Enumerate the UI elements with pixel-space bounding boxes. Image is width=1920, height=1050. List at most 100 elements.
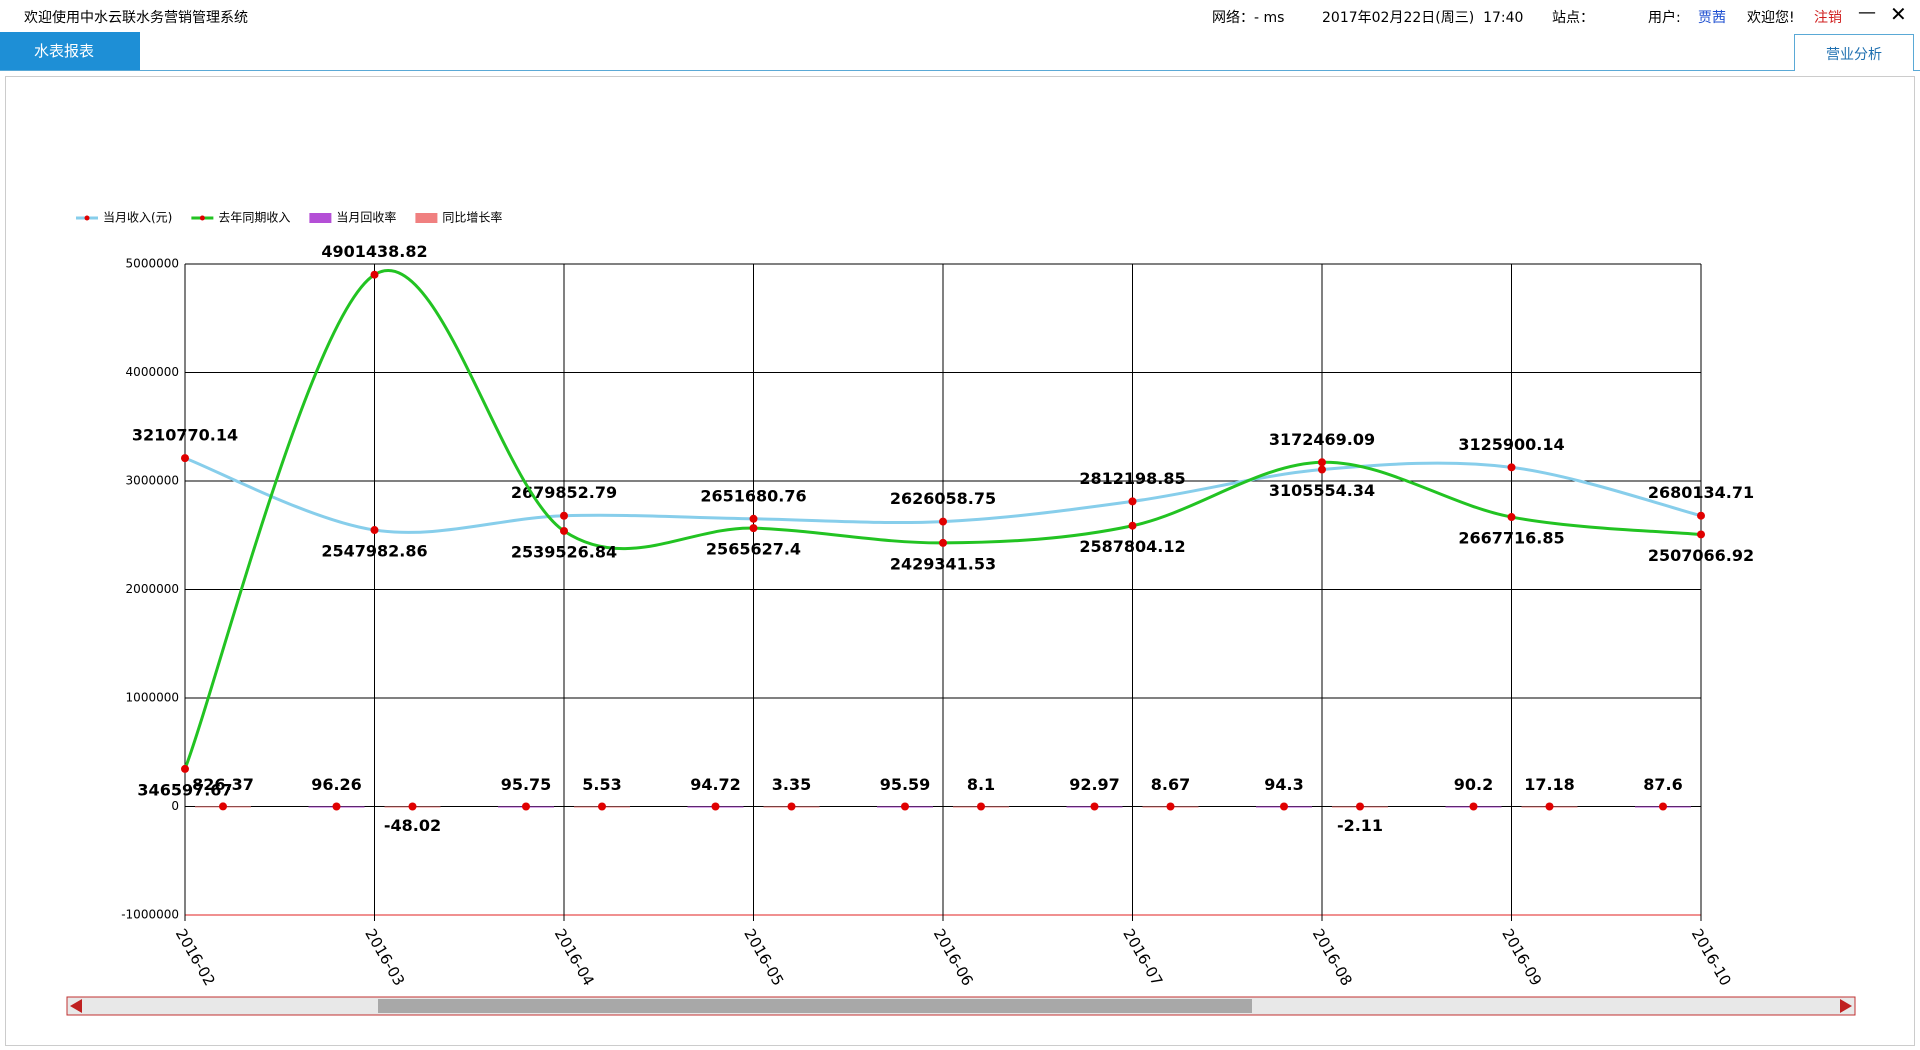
data-label: 2679852.79 <box>511 483 617 502</box>
data-point <box>1280 802 1288 811</box>
data-point <box>977 802 985 811</box>
data-point <box>1166 802 1175 811</box>
data-point <box>711 802 720 811</box>
y-tick-label: 2000000 <box>126 582 179 596</box>
data-label: 17.18 <box>1524 775 1575 794</box>
y-tick-label: 5000000 <box>126 257 179 271</box>
data-point <box>1318 465 1326 474</box>
data-label: -48.02 <box>384 816 441 835</box>
y-tick-label: 3000000 <box>126 474 179 488</box>
right-tab[interactable]: 营业分析 <box>1794 34 1914 71</box>
x-tick-label: 2016-09 <box>1498 926 1545 989</box>
x-tick-label: 2016-07 <box>1119 926 1166 989</box>
logout[interactable]: 注销 <box>1814 10 1842 26</box>
site: 站点： <box>1552 10 1594 26</box>
data-label: 2507066.92 <box>1648 546 1754 565</box>
y-tick-label: 4000000 <box>126 365 179 379</box>
scroll-right[interactable] <box>1840 999 1852 1013</box>
welcome: 欢迎您! <box>1747 10 1795 26</box>
data-point <box>181 764 189 773</box>
x-tick-label: 2016-10 <box>1688 926 1735 989</box>
x-tick-label: 2016-08 <box>1309 926 1356 989</box>
tab[interactable]: 水表报表 <box>0 32 140 70</box>
data-point <box>370 270 379 279</box>
legend-label: 当月回收率 <box>336 210 396 225</box>
data-point <box>749 524 758 533</box>
data-point <box>1545 802 1554 811</box>
data-point <box>1507 463 1516 472</box>
data-point <box>901 802 909 811</box>
legend-marker <box>84 215 90 221</box>
data-label: 8.67 <box>1151 775 1190 794</box>
data-point <box>560 526 568 535</box>
scroll-left[interactable] <box>70 999 82 1013</box>
data-label: 2565627.4 <box>706 540 801 559</box>
data-point <box>560 511 568 520</box>
data-label: 346597.67 <box>137 780 232 799</box>
data-label: 5.53 <box>582 775 621 794</box>
data-point <box>749 514 758 523</box>
data-label: 94.3 <box>1264 775 1303 794</box>
datetime: 2017年02月22日(周三) 17:40 <box>1322 10 1524 26</box>
data-label: 8.1 <box>967 775 995 794</box>
y-tick-label: -1000000 <box>121 908 179 922</box>
data-point <box>939 517 947 526</box>
x-tick-label: 2016-03 <box>361 926 408 989</box>
data-label: 3172469.09 <box>1269 430 1375 449</box>
data-point <box>1128 497 1137 506</box>
user-name[interactable]: 贾茜 <box>1698 10 1726 26</box>
data-point <box>787 802 796 811</box>
chart-panel <box>5 76 1915 1046</box>
data-label: 2587804.12 <box>1079 537 1185 556</box>
data-point <box>1469 802 1478 811</box>
data-label: 2626058.75 <box>890 489 996 508</box>
data-label: 2680134.71 <box>1648 483 1754 502</box>
data-point <box>1318 458 1326 467</box>
app-title: 欢迎使用中水云联水务营销管理系统 <box>24 10 248 26</box>
data-point <box>1697 530 1705 539</box>
legend-marker <box>199 215 205 221</box>
x-tick-label: 2016-06 <box>930 926 977 989</box>
data-point <box>181 454 189 463</box>
scroll-thumb[interactable] <box>378 999 1252 1013</box>
data-point <box>1697 511 1705 520</box>
data-label: -2.11 <box>1337 816 1383 835</box>
data-label: 2812198.85 <box>1079 469 1185 488</box>
minimize[interactable]: — <box>1858 2 1876 23</box>
data-label: 4901438.82 <box>321 242 427 261</box>
data-label: 95.59 <box>880 775 931 794</box>
data-label: 95.75 <box>501 775 552 794</box>
data-label: 3125900.14 <box>1458 435 1564 454</box>
legend-swatch <box>415 213 438 223</box>
data-label: 2539526.84 <box>511 542 617 561</box>
title-bar: 欢迎使用中水云联水务营销管理系统 网络：- ms 2017年02月22日(周三)… <box>0 0 1920 30</box>
data-point <box>332 802 341 811</box>
data-label: 2547982.86 <box>321 542 427 561</box>
data-point <box>1356 802 1364 811</box>
data-point <box>370 526 379 535</box>
data-point <box>1659 802 1667 811</box>
user-label: 用户: <box>1648 10 1681 26</box>
data-point <box>598 802 606 811</box>
data-label: 90.2 <box>1454 775 1493 794</box>
x-tick-label: 2016-02 <box>172 926 219 989</box>
legend-swatch <box>309 213 332 223</box>
data-label: 2651680.76 <box>700 486 806 505</box>
data-label: 826.37 <box>192 775 254 794</box>
data-label: 3105554.34 <box>1269 481 1375 500</box>
network: 网络：- ms <box>1212 10 1285 26</box>
data-point <box>219 802 227 811</box>
data-label: 96.26 <box>311 775 362 794</box>
tab-bar: 水表报表 营业分析 <box>0 30 1920 71</box>
close[interactable]: ✕ <box>1890 2 1907 26</box>
legend-label: 同比增长率 <box>442 210 502 225</box>
data-point <box>522 802 530 811</box>
data-label: 2429341.53 <box>890 554 996 573</box>
data-point <box>408 802 417 811</box>
data-point <box>939 538 947 547</box>
legend-label: 去年同期收入 <box>218 211 290 225</box>
x-tick-label: 2016-05 <box>740 926 787 989</box>
data-point <box>1507 513 1516 522</box>
